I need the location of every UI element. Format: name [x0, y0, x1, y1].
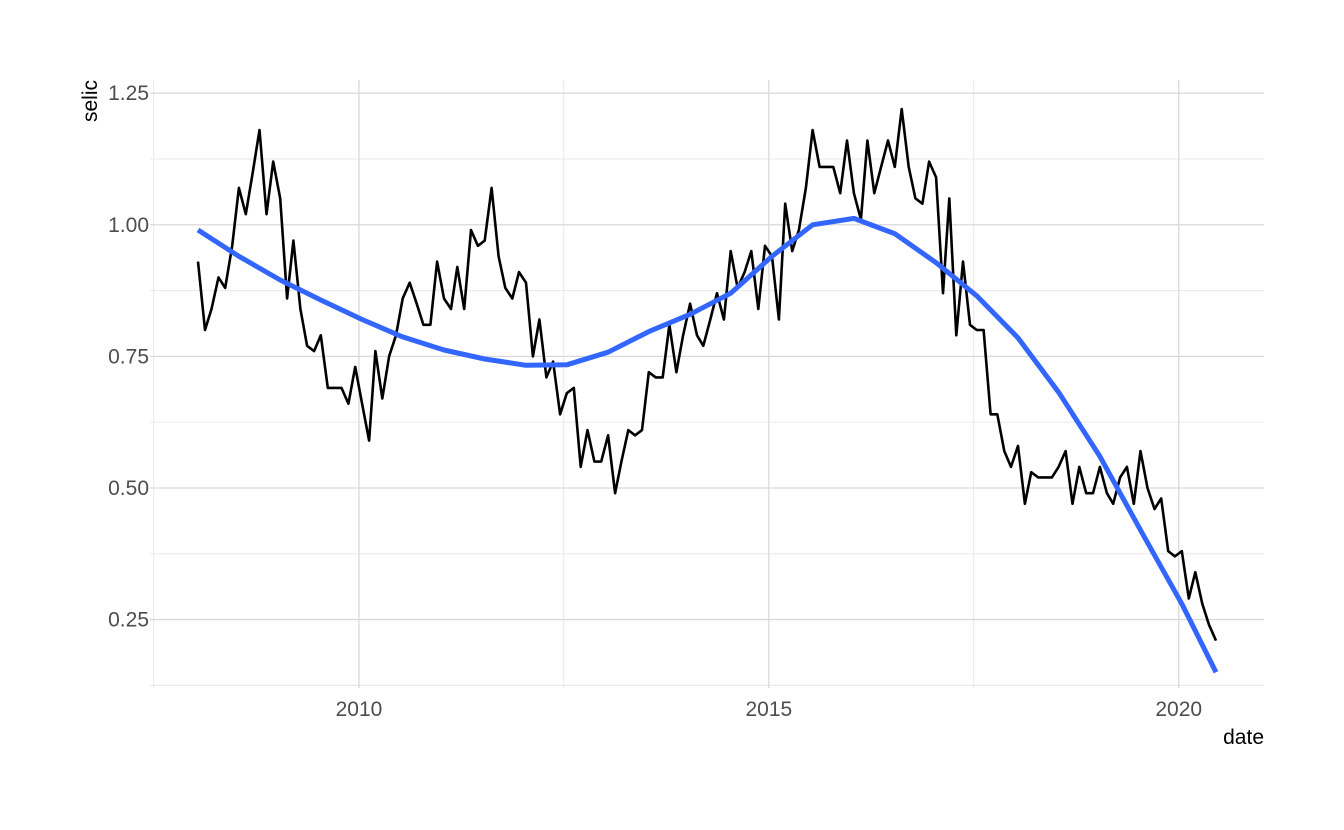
- y-tick-label: 0.50: [108, 477, 149, 500]
- y-tick-label: 1.25: [108, 82, 149, 105]
- x-tick-label: 2015: [745, 698, 792, 721]
- x-tick-label: 2020: [1155, 698, 1202, 721]
- major-gridlines: [150, 80, 1264, 688]
- x-tick-label: 2010: [336, 698, 383, 721]
- series-layer: [196, 107, 1219, 674]
- y-tick-label: 0.25: [108, 609, 149, 632]
- y-axis-title: selic: [79, 80, 102, 122]
- x-axis-title: date: [1223, 726, 1264, 749]
- tick-labels: 0.25 0.50 0.75 1.00 1.25 2010 2015 2020: [108, 82, 1202, 721]
- y-tick-label: 0.75: [108, 345, 149, 368]
- data-line: [196, 107, 1218, 642]
- minor-gridlines: [150, 80, 1264, 688]
- smooth-line: [196, 215, 1219, 674]
- y-tick-label: 1.00: [108, 214, 149, 237]
